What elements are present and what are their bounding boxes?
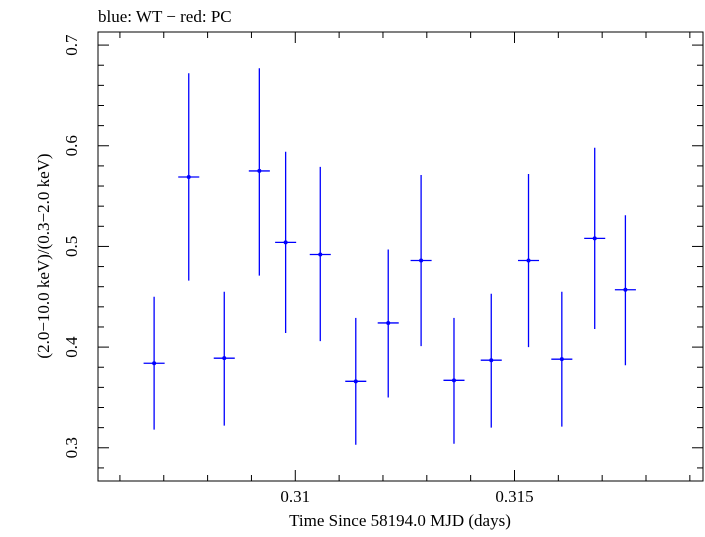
data-marker <box>386 320 391 325</box>
data-marker <box>222 356 227 361</box>
x-tick-label: 0.315 <box>495 487 533 506</box>
data-marker <box>489 358 494 363</box>
data-marker <box>186 174 191 179</box>
chart-title: blue: WT − red: PC <box>98 7 232 26</box>
data-point <box>377 249 399 398</box>
data-marker <box>283 240 288 245</box>
y-axis-label: (2.0−10.0 keV)/(0.3−2.0 keV) <box>34 153 53 358</box>
data-point <box>143 296 165 430</box>
data-marker <box>419 258 424 263</box>
data-marker <box>451 378 456 383</box>
data-point <box>309 166 331 342</box>
data-point <box>614 215 636 366</box>
y-tick-label: 0.7 <box>62 34 81 56</box>
y-tick-label: 0.6 <box>62 135 81 156</box>
data-point <box>275 151 297 334</box>
data-point <box>345 317 367 445</box>
data-marker <box>353 379 358 384</box>
y-tick-label: 0.3 <box>62 437 81 458</box>
data-marker <box>526 258 531 263</box>
axes-layer: 0.31 0.315 0.3 0.4 0.5 0.6 0.7 <box>62 32 703 506</box>
data-point <box>213 291 235 426</box>
data-point <box>480 293 502 428</box>
data-marker <box>257 168 262 173</box>
data-marker <box>559 357 564 362</box>
data-marker <box>623 287 628 292</box>
data-point <box>517 173 540 348</box>
data-point <box>551 291 573 427</box>
data-point <box>443 317 465 444</box>
data-marker <box>592 236 597 241</box>
x-tick-label: 0.31 <box>280 487 310 506</box>
data-marker <box>152 361 157 366</box>
data-point <box>248 68 270 276</box>
y-tick-label: 0.5 <box>62 236 81 257</box>
y-tick-label: 0.4 <box>62 336 81 358</box>
data-marker <box>318 252 323 257</box>
x-axis-label: Time Since 58194.0 MJD (days) <box>289 511 511 530</box>
data-point <box>584 147 606 329</box>
plot-frame <box>97 31 704 482</box>
data-layer <box>143 68 636 445</box>
data-point <box>178 73 200 281</box>
data-point <box>410 174 432 347</box>
